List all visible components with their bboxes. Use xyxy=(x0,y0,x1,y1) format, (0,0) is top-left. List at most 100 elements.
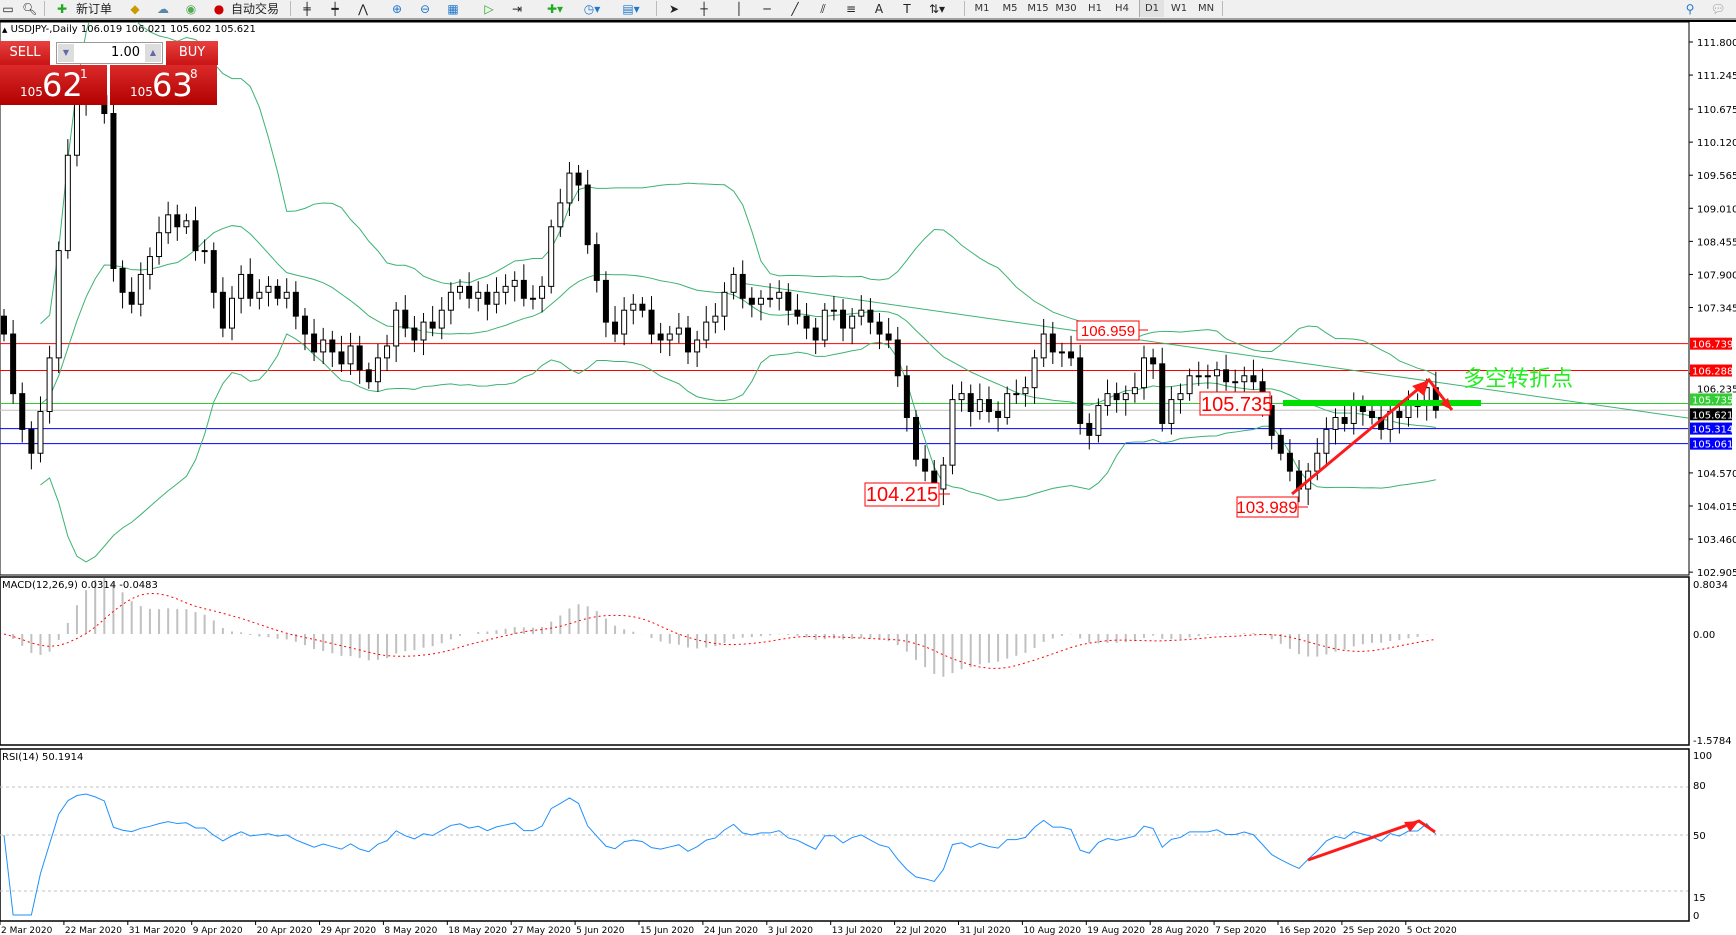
candle xyxy=(566,172,573,204)
timeframe-h1[interactable]: H1 xyxy=(1088,3,1102,14)
timeframe-m15[interactable]: M15 xyxy=(1027,3,1049,14)
date-tick-label: 24 Jun 2020 xyxy=(704,926,758,935)
vertical-line-icon[interactable]: │ xyxy=(735,2,743,16)
candle xyxy=(748,297,755,305)
candle xyxy=(347,345,354,365)
candle xyxy=(1286,452,1293,472)
lot-increase-icon[interactable]: ▲ xyxy=(145,44,161,62)
crosshair-icon[interactable]: ┼ xyxy=(700,2,708,16)
zoom-out-icon[interactable]: ⊖ xyxy=(419,2,431,16)
new-order-button[interactable]: 新订单 xyxy=(75,2,112,16)
auto-trading-button[interactable]: 自动交易 xyxy=(230,2,279,16)
level-price-tag xyxy=(1690,364,1732,377)
chat-icon[interactable]: 💬︎ xyxy=(1710,2,1726,16)
new-order-icon[interactable]: ✚ xyxy=(56,2,68,16)
candle xyxy=(183,220,190,228)
sell-button[interactable]: SELL xyxy=(0,41,50,65)
bar-chart-icon[interactable]: ╪ xyxy=(303,2,311,16)
sell-price-button[interactable]: 105 62 1 xyxy=(0,65,107,105)
fibonacci-icon[interactable]: ≡ xyxy=(845,2,857,16)
rsi-tick-label: 0 xyxy=(1693,911,1699,922)
line-chart-icon[interactable]: ⋀ xyxy=(358,2,368,16)
arrows-icon[interactable]: ⇅▾ xyxy=(928,2,946,16)
price-label-mid[interactable]: 105.735 xyxy=(1199,391,1273,416)
candle xyxy=(1004,393,1011,418)
candle xyxy=(1314,452,1321,472)
timeframe-h4[interactable]: H4 xyxy=(1115,3,1129,14)
date-tick-label: 5 Oct 2020 xyxy=(1407,926,1457,935)
price-label-low-2[interactable]: 103.989 xyxy=(1236,496,1308,518)
candle xyxy=(475,291,482,299)
price-tick-label: 106.235 xyxy=(1697,385,1736,396)
price-label-low-1[interactable]: 104.215 xyxy=(864,482,950,507)
timeframe-d1[interactable]: D1 xyxy=(1139,0,1164,17)
search-icon[interactable]: ⚲ xyxy=(1685,2,1695,16)
zoom-in-icon[interactable]: ⊕ xyxy=(391,2,403,16)
candle xyxy=(1031,357,1038,389)
equidistant-channel-icon[interactable]: ⫽ xyxy=(820,2,826,16)
candle xyxy=(1095,405,1102,436)
data-window-icon[interactable]: ☁ xyxy=(157,2,169,16)
price-label-high[interactable]: 106.959 xyxy=(1076,320,1148,341)
candle xyxy=(922,458,929,472)
support-zone-bar[interactable] xyxy=(1283,400,1481,406)
candle xyxy=(529,297,536,300)
periods-icon[interactable]: ◷▾ xyxy=(583,2,601,16)
candle xyxy=(840,309,847,329)
timeframe-w1[interactable]: W1 xyxy=(1170,3,1188,14)
turning-point-note: 多空转折点 xyxy=(1463,367,1573,392)
indicators-icon[interactable]: ✚▾ xyxy=(546,2,564,16)
candle xyxy=(174,214,181,228)
collapse-triangle-icon[interactable]: ▲ xyxy=(2,26,8,34)
candle xyxy=(739,273,746,299)
date-tick-label: 28 Aug 2020 xyxy=(1151,926,1209,935)
market-watch-icon[interactable]: ◆ xyxy=(130,2,140,16)
ohlc-values: 106.019 106.021 105.602 105.621 xyxy=(80,24,256,35)
auto-trading-icon[interactable]: ● xyxy=(213,2,225,16)
candle xyxy=(1241,375,1248,383)
candle xyxy=(1177,393,1184,401)
buy-button[interactable]: BUY xyxy=(166,41,218,65)
lot-value[interactable]: 1.00 xyxy=(111,45,140,60)
sell-price-pip: 1 xyxy=(80,67,88,81)
candle xyxy=(1122,393,1129,401)
candle xyxy=(28,428,35,454)
candle xyxy=(128,291,135,305)
zoom-icon[interactable]: 🔍︎ xyxy=(22,2,38,16)
new-chart-icon[interactable]: ▭ xyxy=(2,2,14,16)
candle xyxy=(1195,375,1202,378)
timeframe-mn[interactable]: MN xyxy=(1197,3,1215,14)
lot-decrease-icon[interactable]: ▼ xyxy=(58,44,74,62)
timeframe-m5[interactable]: M5 xyxy=(1002,3,1018,14)
level-price-text: 106.288 xyxy=(1692,367,1733,378)
lot-size-input[interactable]: ▼ 1.00 ▲ xyxy=(56,42,163,64)
candle xyxy=(821,309,828,341)
cursor-icon[interactable]: ➤ xyxy=(668,2,680,16)
candle xyxy=(1350,405,1357,424)
text-icon[interactable]: A xyxy=(874,2,884,16)
candle xyxy=(721,291,728,317)
label-icon[interactable]: T xyxy=(903,2,911,16)
candle xyxy=(621,309,628,335)
candle xyxy=(767,297,774,300)
candle xyxy=(976,399,983,413)
signals-icon[interactable]: ◉ xyxy=(185,2,197,16)
date-tick-label: 16 Sep 2020 xyxy=(1279,926,1336,935)
timeframe-m1[interactable]: M1 xyxy=(974,3,990,14)
trendline-icon[interactable]: ╱ xyxy=(791,2,799,16)
price-tick-label: 108.455 xyxy=(1697,237,1736,248)
candle xyxy=(830,309,837,312)
timeframe-m30[interactable]: M30 xyxy=(1055,3,1077,14)
trendline[interactable] xyxy=(739,282,1688,419)
tile-icon[interactable]: ▦ xyxy=(447,2,459,16)
horizontal-line-icon[interactable]: ─ xyxy=(763,2,771,16)
candle xyxy=(1104,393,1111,407)
buy-price-button[interactable]: 105 63 8 xyxy=(110,65,217,105)
level-price-tag xyxy=(1690,337,1732,350)
autoscroll-icon[interactable]: ▷ xyxy=(484,2,494,16)
templates-icon[interactable]: ▤▾ xyxy=(622,2,640,16)
chart-shift-icon[interactable]: ⇥ xyxy=(511,2,523,16)
candlestick-icon[interactable]: ┿ xyxy=(331,2,339,16)
candle xyxy=(712,315,719,323)
